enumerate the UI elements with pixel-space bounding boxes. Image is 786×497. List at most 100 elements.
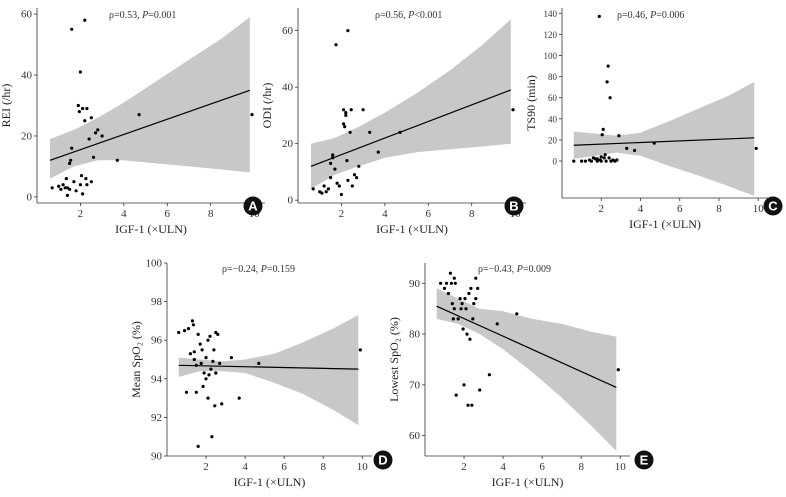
data-point [344, 113, 348, 117]
regression-line [178, 364, 359, 370]
data-point [194, 390, 198, 394]
y-axis-label: TS90 (min) [524, 75, 538, 131]
panel-badge-letter: B [509, 199, 518, 214]
data-point [100, 134, 104, 138]
x-axis-label: IGF-1 (×ULN) [234, 475, 306, 489]
data-point [467, 291, 471, 296]
panel-badge-e: E [634, 450, 654, 470]
panel-badge-letter: E [640, 453, 649, 468]
y-tick-label: 40 [548, 114, 558, 124]
data-point [355, 176, 359, 180]
data-point [78, 70, 82, 74]
x-tick-label: 6 [165, 208, 171, 220]
data-point [89, 180, 93, 184]
regression-line [436, 305, 617, 388]
panel-badge-letter: A [248, 199, 258, 214]
data-point [342, 122, 346, 126]
data-point [331, 156, 335, 160]
data-point [207, 373, 211, 377]
data-point [326, 187, 330, 191]
data-point [65, 193, 69, 197]
data-point [349, 108, 353, 112]
data-point [346, 178, 350, 182]
data-point [61, 183, 65, 187]
x-tick-label: 8 [208, 208, 214, 220]
regression-line [49, 89, 250, 161]
data-point [64, 177, 68, 181]
data-point [208, 334, 212, 338]
data-point [211, 359, 215, 363]
data-point [589, 159, 594, 163]
data-point [346, 29, 350, 33]
data-point [599, 155, 603, 159]
panel-b: 2468100204060IGF-1 (×ULN)ODI (/hr)ρ=0.56… [260, 8, 526, 236]
x-tick-label: 2 [339, 208, 345, 220]
data-point [361, 108, 365, 112]
data-point [191, 323, 195, 327]
data-point [608, 96, 612, 100]
data-point [220, 402, 224, 406]
y-tick-label: 0 [27, 191, 33, 203]
y-tick-label: 92 [151, 412, 162, 424]
data-point [474, 297, 478, 301]
data-point [213, 404, 217, 408]
data-point [461, 327, 465, 331]
data-point [583, 159, 588, 163]
y-tick-label: 60 [282, 25, 294, 37]
data-point [331, 153, 335, 157]
y-tick-label: 40 [21, 70, 33, 82]
data-point [196, 332, 200, 336]
y-axis-label: ODI (/hr) [260, 83, 274, 129]
y-axis-label: Lowest SpO₂ (%) [387, 317, 401, 402]
data-point [188, 352, 192, 356]
data-point [600, 133, 604, 137]
x-tick-label: 10 [753, 203, 765, 215]
data-point [464, 307, 468, 311]
data-point [50, 186, 54, 190]
data-point [210, 435, 214, 439]
data-point [615, 158, 619, 162]
data-point [69, 158, 73, 162]
data-point [452, 307, 456, 311]
data-point [57, 184, 61, 188]
data-point [453, 281, 457, 285]
data-point [342, 108, 346, 112]
data-point [348, 130, 352, 134]
data-point [177, 330, 181, 335]
data-point [91, 155, 96, 159]
y-tick-label: 80 [409, 329, 421, 341]
data-point [184, 390, 189, 394]
data-point [237, 396, 241, 400]
x-tick-label: 4 [242, 461, 248, 473]
data-point [580, 159, 584, 163]
data-point [456, 317, 460, 321]
data-point [474, 276, 478, 280]
data-point [68, 161, 72, 165]
data-point [333, 167, 337, 171]
data-point [84, 177, 88, 181]
data-point [83, 119, 87, 123]
data-point [466, 403, 470, 407]
data-point [311, 187, 315, 191]
data-point [462, 383, 466, 387]
x-tick-label: 4 [121, 208, 127, 220]
correlation-annotation: ρ=0.56, P<0.001 [375, 10, 442, 21]
data-point [452, 276, 456, 280]
x-tick-label: 8 [320, 461, 326, 473]
data-point [214, 371, 218, 375]
data-point [78, 183, 82, 187]
data-point [459, 307, 463, 311]
data-point [595, 159, 599, 163]
data-point [754, 146, 758, 150]
data-point [652, 141, 656, 145]
data-point [335, 181, 339, 185]
x-tick-label: 10 [357, 461, 369, 473]
data-point [511, 108, 515, 112]
panel-badge-letter: D [378, 453, 387, 468]
data-point [444, 281, 449, 285]
panel-e: 2 4 6 8 10 60 70 80 90 IGF-1 (×ULN) Lowest SpO₂ (%… [387, 263, 654, 489]
data-point [603, 153, 607, 157]
data-point [320, 191, 324, 195]
data-point [604, 159, 608, 163]
